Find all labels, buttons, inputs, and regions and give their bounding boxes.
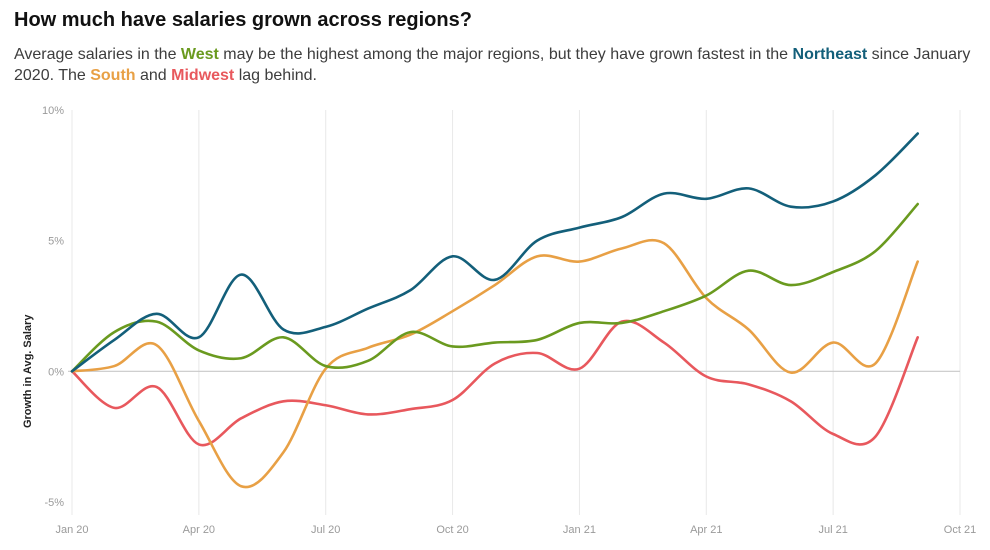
x-tick-label: Jan 21 [563, 524, 596, 536]
subtitle-text: since January 2020. The [14, 46, 971, 84]
gridlines [68, 110, 961, 515]
x-tick-label: Jul 20 [311, 524, 340, 536]
subtitle-west-highlight: West [180, 46, 219, 63]
x-tick-label: Jul 21 [818, 524, 847, 536]
y-tick-label: 5% [48, 236, 64, 248]
x-tick-label: Apr 21 [690, 524, 722, 536]
subtitle-text: may be the highest among the major regio… [218, 46, 793, 63]
x-tick-label: Apr 20 [183, 524, 215, 536]
y-tick-label: 10% [42, 105, 64, 117]
x-tick-label: Oct 21 [944, 524, 976, 536]
series-line-west [70, 202, 920, 373]
series-lines [70, 132, 920, 489]
chart-title: How much have salaries grown across regi… [14, 9, 472, 31]
subtitle-text: lag behind. [234, 67, 317, 84]
y-tick-label: 0% [48, 366, 64, 378]
x-tick-label: Oct 20 [436, 524, 468, 536]
chart-subtitle: Average salaries in the West may be the … [14, 44, 979, 86]
subtitle-south-highlight: South [90, 67, 136, 84]
series-line-northeast [70, 132, 920, 373]
x-tick-label: Jan 20 [55, 524, 88, 536]
subtitle-text: Average salaries in the [14, 46, 181, 63]
series-line-south [70, 238, 920, 489]
axes: Jan 20 Apr 20 Jul 20 Oct 20 Jan 21 Apr 21 Jul … [22, 105, 976, 536]
subtitle-text: and [135, 67, 172, 84]
subtitle-northeast-highlight: Northeast [792, 46, 868, 63]
subtitle-midwest-highlight: Midwest [171, 67, 235, 84]
y-tick-label: -5% [44, 497, 64, 509]
y-axis-title: Growth in Avg. Salary [22, 314, 34, 428]
